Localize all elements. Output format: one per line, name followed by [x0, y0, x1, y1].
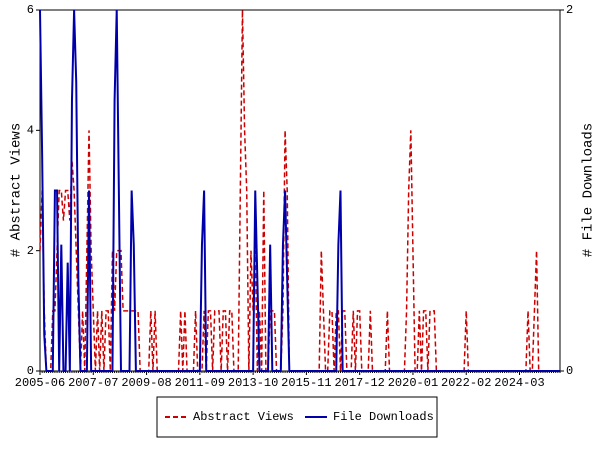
series-line: [39, 9, 560, 372]
x-tick-label: 2005-06: [15, 376, 65, 390]
y-tick-label: 4: [27, 124, 34, 138]
y-tick-label: 0: [27, 364, 34, 378]
x-tick-label: 2020-01: [388, 376, 438, 390]
y2-tick-label: 2: [566, 3, 573, 17]
x-tick-label: 2022-02: [441, 376, 491, 390]
x-tick-label: 2009-08: [121, 376, 171, 390]
y-tick-label: 2: [27, 244, 34, 258]
x-tick-label: 2024-03: [494, 376, 544, 390]
y-axis-label: # Abstract Views: [9, 123, 25, 257]
x-tick-label: 2015-11: [281, 376, 331, 390]
legend-label: Abstract Views: [193, 410, 294, 424]
x-tick-label: 2011-09: [175, 376, 225, 390]
x-tick-label: 2013-10: [228, 376, 278, 390]
x-tick-label: 2007-07: [68, 376, 118, 390]
y2-axis-label: # File Downloads: [581, 123, 597, 257]
x-tick-label: 2017-12: [334, 376, 384, 390]
y-tick-label: 6: [27, 3, 34, 17]
legend-label: File Downloads: [333, 410, 434, 424]
y2-tick-label: 0: [566, 364, 573, 378]
legend: [156, 396, 438, 438]
